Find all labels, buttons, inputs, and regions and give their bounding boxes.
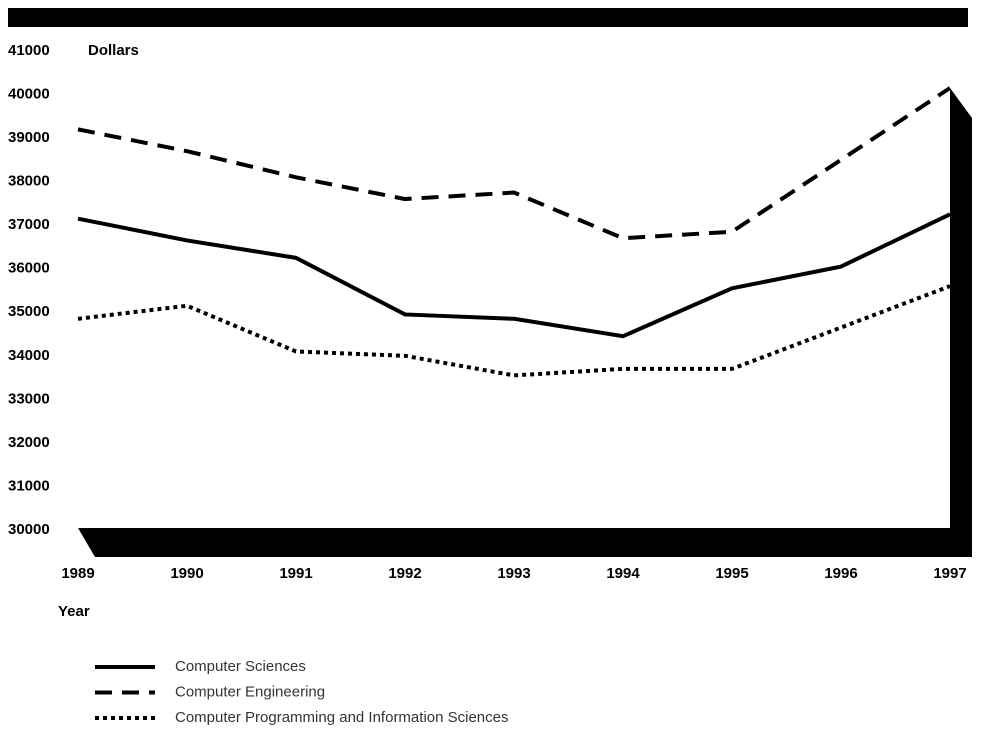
floor-band: [78, 528, 972, 557]
x-tick-label: 1989: [61, 565, 94, 582]
y-tick-label: 34000: [8, 347, 50, 364]
x-tick-label: 1994: [606, 565, 640, 582]
top-bar: [8, 8, 968, 27]
x-tick-label: 1992: [388, 565, 421, 582]
legend-label: Computer Programming and Information Sci…: [175, 709, 509, 726]
y-axis-label: Dollars: [88, 42, 139, 59]
y-tick-label: 40000: [8, 86, 50, 103]
y-tick-label: 31000: [8, 477, 50, 494]
y-tick-label: 39000: [8, 129, 50, 146]
series-line: [77, 212, 951, 339]
x-tick-label: 1995: [715, 565, 748, 582]
y-tick-label: 33000: [8, 390, 50, 407]
y-tick-label: 38000: [8, 173, 50, 190]
legend-label: Computer Sciences: [175, 658, 306, 675]
x-tick-label: 1990: [170, 565, 203, 582]
y-tick-label: 41000: [8, 42, 50, 59]
x-tick-label: 1991: [279, 565, 312, 582]
x-tick-label: 1996: [824, 565, 857, 582]
right-wall: [950, 88, 972, 557]
y-tick-label: 32000: [8, 434, 50, 451]
y-tick-label: 35000: [8, 303, 50, 320]
series-line: [77, 284, 951, 378]
y-tick-label: 30000: [8, 521, 50, 538]
series-line: [77, 86, 952, 241]
y-tick-label: 36000: [8, 260, 50, 277]
y-tick-label: 37000: [8, 216, 50, 233]
x-tick-label: 1997: [933, 565, 966, 582]
x-axis-label: Year: [58, 603, 90, 620]
x-tick-label: 1993: [497, 565, 530, 582]
legend-label: Computer Engineering: [175, 683, 325, 700]
